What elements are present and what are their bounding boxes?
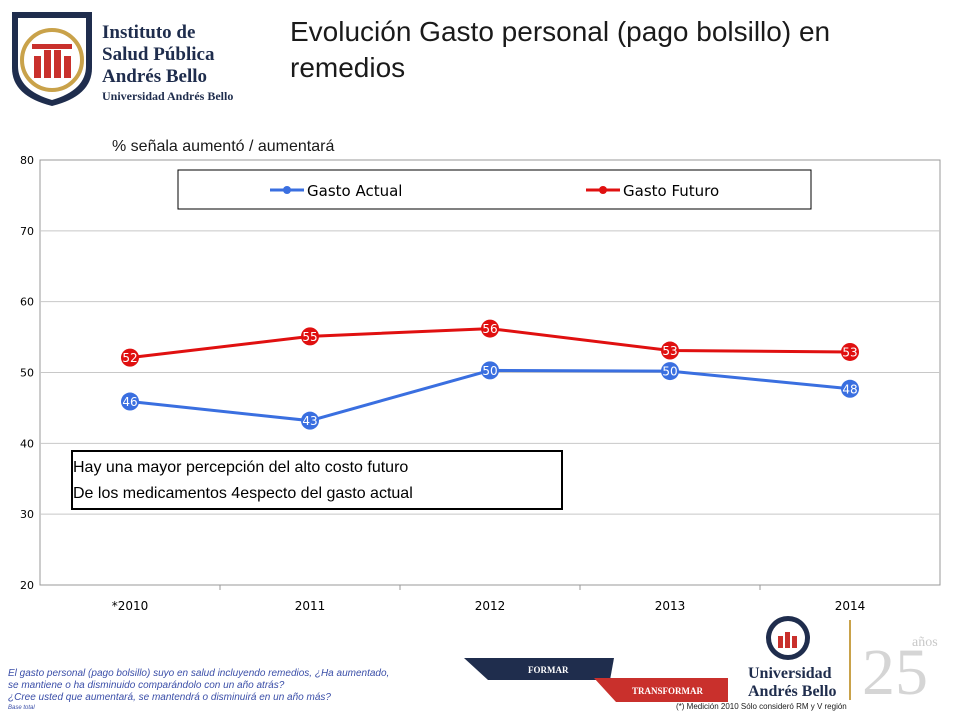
data-label-gasto-futuro: 56 xyxy=(482,322,497,336)
data-label-gasto-futuro: 53 xyxy=(842,345,857,359)
universidad-logo: Universidad Andrés Bello 25 años xyxy=(748,616,938,708)
legend-label-gasto-futuro: Gasto Futuro xyxy=(623,182,719,200)
survey-questions: El gasto personal (pago bolsillo) suyo e… xyxy=(8,668,478,712)
unab-line-2: Andrés Bello xyxy=(748,683,836,700)
data-label-gasto-actual: 48 xyxy=(842,382,857,396)
x-tick-label: 2014 xyxy=(835,599,866,613)
y-tick-label: 60 xyxy=(20,296,34,309)
data-point-gasto-actual xyxy=(841,379,859,398)
transformar-banner xyxy=(594,678,728,702)
y-tick-label: 80 xyxy=(20,154,34,167)
logo-line-3: Andrés Bello xyxy=(102,66,207,87)
transformar-label: TRANSFORMAR xyxy=(632,686,703,696)
line-chart: 20 30 40 50 60 70 80 *2010 2011 2012 2013 2014 46 43… xyxy=(20,154,941,613)
data-point-gasto-actual xyxy=(301,411,319,430)
x-tick-label: *2010 xyxy=(112,599,149,613)
data-point-gasto-futuro xyxy=(301,327,319,346)
chart-subtitle: % señala aumentó / aumentará xyxy=(112,138,335,155)
data-point-gasto-futuro xyxy=(841,342,859,361)
data-point-gasto-futuro xyxy=(661,341,679,360)
data-point-gasto-futuro xyxy=(481,319,499,338)
unab-shield-icon xyxy=(766,616,810,660)
question-line-1: El gasto personal (pago bolsillo) suyo e… xyxy=(8,668,390,679)
logo-subtext: Universidad Andrés Bello xyxy=(102,89,233,103)
legend-marker-gasto-futuro xyxy=(599,186,607,194)
data-label-gasto-actual: 46 xyxy=(122,395,137,409)
data-point-gasto-actual xyxy=(121,392,139,411)
insight-line-1: Hay una mayor percepción del alto costo … xyxy=(73,459,409,476)
base-note: Base total xyxy=(8,705,35,711)
data-point-gasto-actual xyxy=(661,362,679,381)
series-layer: 46 43 50 50 48 52 55 56 53 53 xyxy=(121,319,859,430)
x-tick-label: 2011 xyxy=(295,599,326,613)
question-line-2: se mantiene o ha disminuido comparándolo… xyxy=(8,680,285,691)
anniversary-word: años xyxy=(912,635,938,650)
y-tick-label: 20 xyxy=(20,579,34,592)
y-tick-label: 40 xyxy=(20,437,34,450)
legend-label-gasto-actual: Gasto Actual xyxy=(307,182,402,200)
shield-logo-icon xyxy=(12,12,92,106)
x-tick-label: 2013 xyxy=(655,599,686,613)
legend-marker-gasto-actual xyxy=(283,186,291,194)
question-line-3: ¿Cree usted que aumentará, se mantendrá … xyxy=(8,692,331,703)
x-tick-label: 2012 xyxy=(475,599,506,613)
logo-line-2: Salud Pública xyxy=(102,44,215,65)
data-point-gasto-actual xyxy=(481,361,499,380)
measurement-note: (*) Medición 2010 Sólo consideró RM y V … xyxy=(676,702,847,711)
formar-banner xyxy=(464,658,614,680)
y-tick-label: 50 xyxy=(20,367,34,380)
insight-line-2: De los medicamentos 4especto del gasto a… xyxy=(73,485,413,502)
data-label-gasto-futuro: 55 xyxy=(302,330,317,344)
data-label-gasto-actual: 50 xyxy=(482,364,497,378)
slide-title: Evolución Gasto personal (pago bolsillo)… xyxy=(290,16,831,83)
footer-banners: FORMAR TRANSFORMAR xyxy=(464,658,728,702)
anniversary-number: 25 xyxy=(862,636,928,708)
axis-labels: 20 30 40 50 60 70 80 *2010 2011 2012 2013 2014 xyxy=(20,154,865,613)
insight-callout: Hay una mayor percepción del alto costo … xyxy=(71,450,563,510)
unab-line-1: Universidad xyxy=(748,665,832,682)
y-tick-label: 70 xyxy=(20,225,34,238)
data-point-gasto-futuro xyxy=(121,348,139,367)
formar-label: FORMAR xyxy=(528,665,569,675)
data-label-gasto-futuro: 53 xyxy=(662,344,677,358)
data-label-gasto-actual: 43 xyxy=(302,414,317,428)
data-label-gasto-futuro: 52 xyxy=(122,351,137,365)
logo-line-1: Instituto de xyxy=(102,22,195,43)
institute-logo: Instituto de Salud Pública Andrés Bello … xyxy=(12,12,233,106)
data-label-gasto-actual: 50 xyxy=(662,365,677,379)
y-tick-label: 30 xyxy=(20,508,34,521)
legend: Gasto Actual Gasto Futuro xyxy=(177,169,812,210)
